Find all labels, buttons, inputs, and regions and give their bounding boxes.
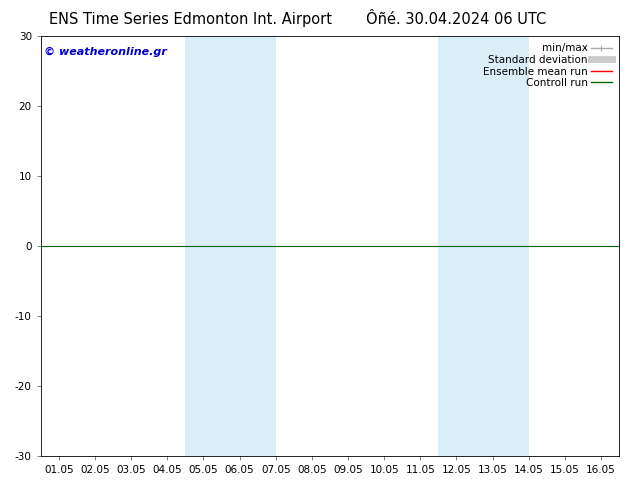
Text: ENS Time Series Edmonton Int. Airport: ENS Time Series Edmonton Int. Airport [49, 12, 332, 27]
Text: Ôñé. 30.04.2024 06 UTC: Ôñé. 30.04.2024 06 UTC [366, 12, 547, 27]
Bar [185, 36, 276, 456]
Bar [438, 36, 529, 456]
Legend: min/max, Standard deviation, Ensemble mean run, Controll run: min/max, Standard deviation, Ensemble me… [481, 41, 614, 90]
Text: © weatheronline.gr: © weatheronline.gr [44, 47, 167, 57]
